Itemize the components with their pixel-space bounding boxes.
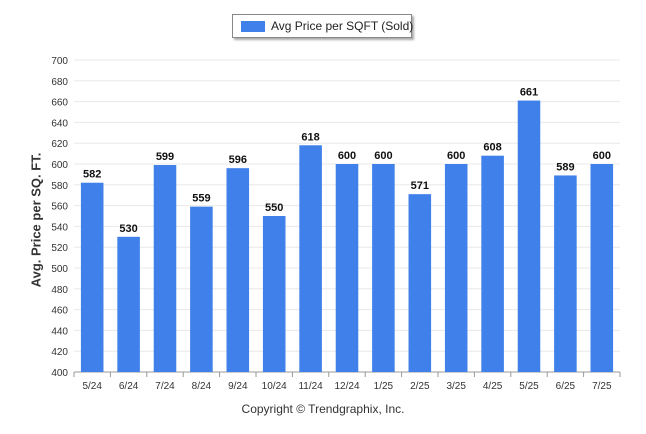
y-tick-label: 560 [51, 202, 68, 213]
x-tick-label: 6/25 [556, 381, 576, 392]
bar [335, 164, 359, 372]
y-tick-label: 640 [51, 118, 68, 129]
y-axis-ticks: 400 420 440 460 480 500 520 540 560 580 600 620 640 6… [51, 56, 68, 379]
y-tick-label: 460 [51, 306, 68, 317]
x-tick-label: 1/25 [374, 381, 394, 392]
bars [80, 100, 614, 372]
x-tick-label: 7/25 [592, 381, 612, 392]
data-labels: 582 530 599 559 596 550 618 600 600 571 600 608 661 5… [83, 87, 611, 235]
x-tick-label: 5/25 [519, 381, 539, 392]
data-label: 600 [593, 150, 611, 162]
bar [299, 145, 322, 372]
data-label: 618 [301, 131, 319, 143]
y-tick-label: 500 [51, 264, 68, 275]
x-tick-label: 3/25 [446, 381, 466, 392]
x-tick-label: 8/24 [192, 381, 212, 392]
data-label: 589 [556, 161, 574, 173]
y-tick-label: 660 [51, 98, 68, 109]
y-tick-label: 400 [51, 368, 68, 379]
data-label: 600 [447, 150, 465, 162]
x-tick-label: 10/24 [262, 381, 287, 392]
bar [372, 164, 395, 372]
y-tick-label: 420 [51, 347, 68, 358]
x-tick-label: 7/24 [155, 381, 175, 392]
x-tick-label: 12/24 [334, 381, 359, 392]
bar [444, 164, 468, 372]
bar [117, 236, 140, 372]
y-tick-label: 700 [51, 56, 68, 67]
legend[interactable]: Avg Price per SQFT (Sold) [232, 14, 414, 38]
legend-label: Avg Price per SQFT (Sold) [271, 19, 414, 33]
x-tick-label: 9/24 [228, 381, 248, 392]
y-tick-label: 680 [51, 77, 68, 88]
data-label: 530 [119, 223, 137, 235]
bar [408, 194, 432, 372]
data-label: 608 [483, 142, 501, 154]
data-label: 599 [156, 151, 174, 163]
bar [153, 165, 177, 372]
bar [80, 182, 104, 372]
x-tick-label: 6/24 [119, 381, 139, 392]
bar [190, 206, 213, 372]
y-tick-label: 620 [51, 139, 68, 150]
x-tick-label: 5/24 [82, 381, 102, 392]
data-label: 596 [229, 154, 247, 166]
x-tick-label: 11/24 [298, 381, 323, 392]
bar [554, 175, 577, 372]
x-tick-label: 4/25 [483, 381, 503, 392]
y-axis-label: Avg. Price per SQ. FT. [28, 152, 44, 288]
legend-swatch [241, 21, 265, 32]
data-label: 582 [83, 169, 101, 181]
copyright-text: Copyright © Trendgraphix, Inc. [241, 402, 405, 416]
y-tick-label: 540 [51, 222, 68, 233]
data-label: 571 [411, 180, 429, 192]
bar [590, 164, 614, 372]
data-label: 661 [520, 87, 538, 99]
y-tick-label: 520 [51, 243, 68, 254]
y-tick-label: 580 [51, 181, 68, 192]
bar [517, 100, 541, 372]
y-tick-label: 600 [51, 160, 68, 171]
bar [226, 168, 250, 372]
x-tick-label: 2/25 [410, 381, 430, 392]
bar [481, 155, 504, 372]
data-label: 600 [374, 150, 392, 162]
data-label: 559 [192, 193, 210, 205]
data-label: 600 [338, 150, 356, 162]
x-axis-ticks: 5/24 6/24 7/24 8/24 9/24 10/24 11/24 12/24 1/25 2… [73, 372, 621, 392]
y-tick-label: 440 [51, 326, 68, 337]
bar [262, 216, 286, 372]
data-label: 550 [265, 202, 283, 214]
y-tick-label: 480 [51, 285, 68, 296]
